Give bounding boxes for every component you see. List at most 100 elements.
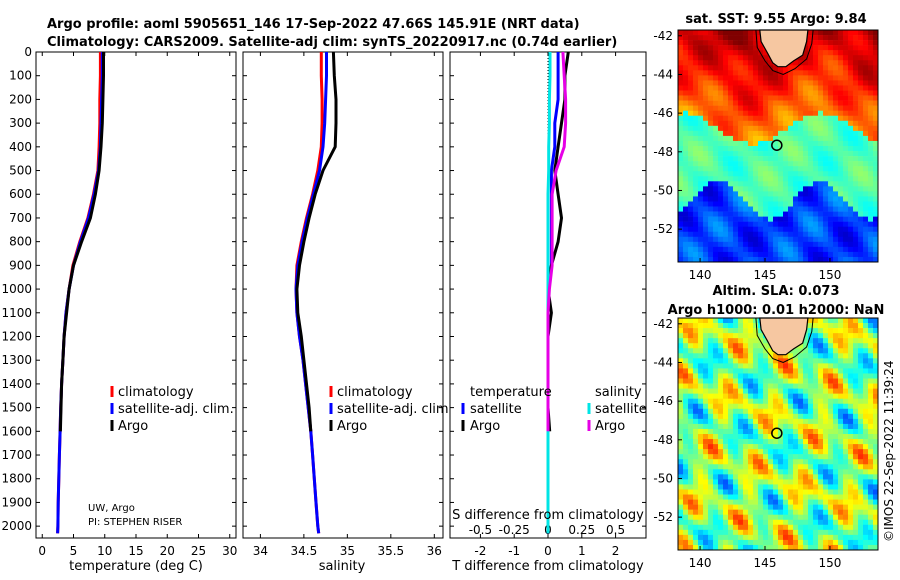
- map-cell: [773, 484, 779, 490]
- map-cell: [803, 176, 809, 182]
- map-cell: [698, 393, 704, 399]
- map-cell: [698, 489, 704, 495]
- map-cell: [803, 423, 809, 430]
- map-cell: [783, 434, 789, 440]
- annotation-institution: UW, Argo: [88, 503, 135, 514]
- map-cell: [708, 90, 714, 96]
- map-cell: [803, 403, 809, 410]
- map-cell: [698, 363, 704, 369]
- map-cell: [748, 65, 754, 71]
- map-cell: [793, 504, 799, 510]
- map-cell: [763, 216, 769, 222]
- map-cell: [828, 80, 834, 86]
- map-cell: [798, 156, 804, 162]
- map-cell: [708, 246, 714, 253]
- map-cell: [758, 226, 764, 233]
- map-cell: [693, 479, 699, 485]
- map-cell: [733, 479, 739, 485]
- map-cell: [728, 211, 734, 217]
- map-cell: [753, 90, 759, 96]
- map-cell: [798, 418, 804, 425]
- map-cell: [818, 196, 824, 202]
- map-lat-label: -42: [653, 29, 673, 43]
- map-cell: [723, 383, 729, 389]
- map-cell: [838, 464, 844, 470]
- map-cell: [863, 529, 869, 536]
- map-cell: [753, 146, 759, 152]
- map-cell: [848, 226, 854, 233]
- map-cell: [768, 499, 774, 505]
- map-cell: [803, 529, 809, 536]
- map-cell: [823, 211, 829, 217]
- map-cell: [683, 75, 689, 81]
- map-cell: [728, 388, 734, 394]
- map-cell: [758, 221, 764, 227]
- map-cell: [823, 196, 829, 202]
- map-cell: [683, 226, 689, 233]
- map-cell: [683, 459, 689, 465]
- map-cell: [773, 231, 779, 238]
- map-cell: [823, 120, 829, 127]
- map-cell: [778, 539, 784, 546]
- map-cell: [753, 55, 759, 61]
- map-cell: [778, 534, 784, 541]
- map-cell: [778, 449, 784, 455]
- map-cell: [873, 55, 879, 61]
- map-cell: [823, 353, 829, 359]
- map-cell: [758, 146, 764, 152]
- map-cell: [873, 464, 879, 470]
- map-cell: [693, 55, 699, 61]
- map-cell: [803, 398, 809, 405]
- map-cell: [778, 439, 784, 445]
- map-cell: [818, 328, 824, 334]
- map-cell: [708, 474, 714, 480]
- map-cell: [843, 146, 849, 152]
- map-lat-label: -46: [653, 106, 673, 120]
- map-cell: [718, 85, 724, 91]
- map-cell: [688, 338, 694, 344]
- map-cell: [858, 246, 864, 253]
- map-cell: [823, 413, 829, 420]
- map-cell: [828, 348, 834, 354]
- map-cell: [728, 140, 734, 147]
- map-cell: [793, 90, 799, 96]
- map-cell: [793, 171, 799, 177]
- map-cell: [838, 40, 844, 46]
- map-cell: [848, 166, 854, 172]
- map-cell: [748, 333, 754, 339]
- map-cell: [738, 221, 744, 227]
- map-cell: [848, 161, 854, 167]
- map-cell: [743, 539, 749, 546]
- map-cell: [748, 454, 754, 460]
- map-cell: [808, 216, 814, 222]
- map-cell: [678, 211, 684, 217]
- depth-tick-label: 1600: [1, 424, 32, 438]
- map-cell: [778, 499, 784, 505]
- map-cell: [698, 60, 704, 66]
- map-cell: [803, 489, 809, 495]
- map-cell: [763, 125, 769, 132]
- map-cell: [823, 398, 829, 405]
- map-cell: [863, 45, 869, 51]
- map-cell: [823, 35, 829, 41]
- x-tick-label: 5: [70, 544, 78, 558]
- map-cell: [803, 65, 809, 71]
- map-cell: [753, 65, 759, 71]
- map-cell: [683, 156, 689, 162]
- map-cell: [853, 115, 859, 122]
- map-cell: [763, 110, 769, 117]
- map-cell: [803, 373, 809, 379]
- map-cell: [748, 251, 754, 258]
- map-cell: [808, 246, 814, 253]
- map-cell: [828, 161, 834, 167]
- map-cell: [853, 206, 859, 212]
- map-cell: [808, 65, 814, 71]
- map-cell: [728, 130, 734, 137]
- map-cell: [723, 226, 729, 233]
- map-cell: [743, 378, 749, 384]
- x-tick-label: 20: [160, 544, 175, 558]
- map-cell: [688, 423, 694, 430]
- tasmania-land: [759, 29, 809, 68]
- x-tick-label: 10: [97, 544, 112, 558]
- map-cell: [813, 489, 819, 495]
